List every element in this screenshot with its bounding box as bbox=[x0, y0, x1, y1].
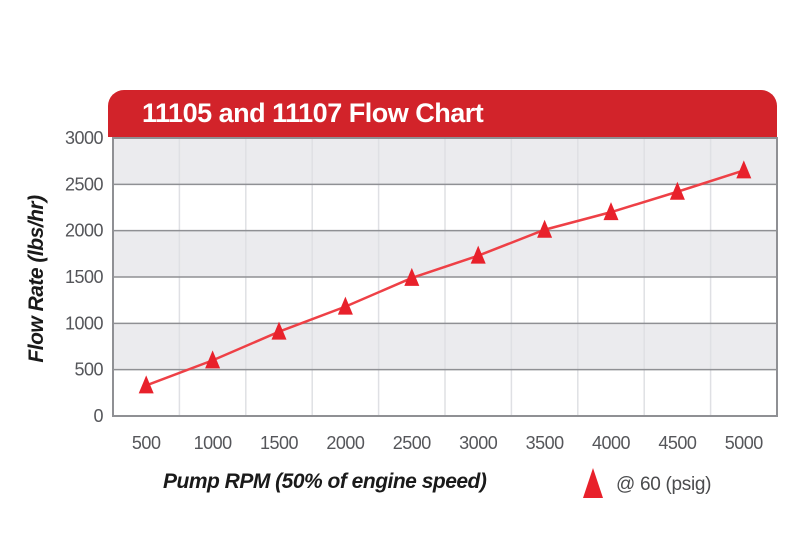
legend: @ 60 (psig) bbox=[583, 468, 712, 498]
svg-text:2000: 2000 bbox=[65, 221, 104, 241]
y-axis-tick-labels: 0 500 1000 1500 2000 2500 3000 bbox=[65, 128, 104, 426]
svg-text:4000: 4000 bbox=[592, 433, 631, 453]
triangle-marker-icon bbox=[583, 468, 603, 498]
data-point-markers bbox=[138, 160, 752, 394]
data-line-series bbox=[145, 169, 745, 387]
svg-text:2500: 2500 bbox=[393, 433, 432, 453]
legend-label: @ 60 (psig) bbox=[616, 474, 712, 495]
svg-text:2000: 2000 bbox=[326, 433, 365, 453]
chart-title-banner: 11105 and 11107 Flow Chart bbox=[108, 90, 777, 137]
svg-text:2500: 2500 bbox=[65, 174, 104, 194]
svg-text:0: 0 bbox=[93, 406, 103, 426]
svg-text:1000: 1000 bbox=[194, 433, 233, 453]
y-axis-title: Flow Rate (lbs/hr) bbox=[25, 195, 48, 363]
chart-title: 11105 and 11107 Flow Chart bbox=[142, 98, 484, 128]
svg-text:5000: 5000 bbox=[725, 433, 764, 453]
svg-text:1500: 1500 bbox=[260, 433, 299, 453]
svg-text:3500: 3500 bbox=[526, 433, 565, 453]
x-axis-title: Pump RPM (50% of engine speed) bbox=[163, 470, 487, 493]
svg-text:3000: 3000 bbox=[459, 433, 498, 453]
plot-border bbox=[112, 137, 778, 417]
svg-text:3000: 3000 bbox=[65, 128, 104, 148]
x-axis-tick-labels: 500 1000 1500 2000 2500 3000 3500 4000 4500 5000 bbox=[132, 433, 764, 453]
svg-text:500: 500 bbox=[132, 433, 161, 453]
svg-text:1500: 1500 bbox=[65, 267, 104, 287]
svg-text:500: 500 bbox=[74, 360, 103, 380]
svg-text:1000: 1000 bbox=[65, 313, 104, 333]
svg-text:4500: 4500 bbox=[658, 433, 697, 453]
